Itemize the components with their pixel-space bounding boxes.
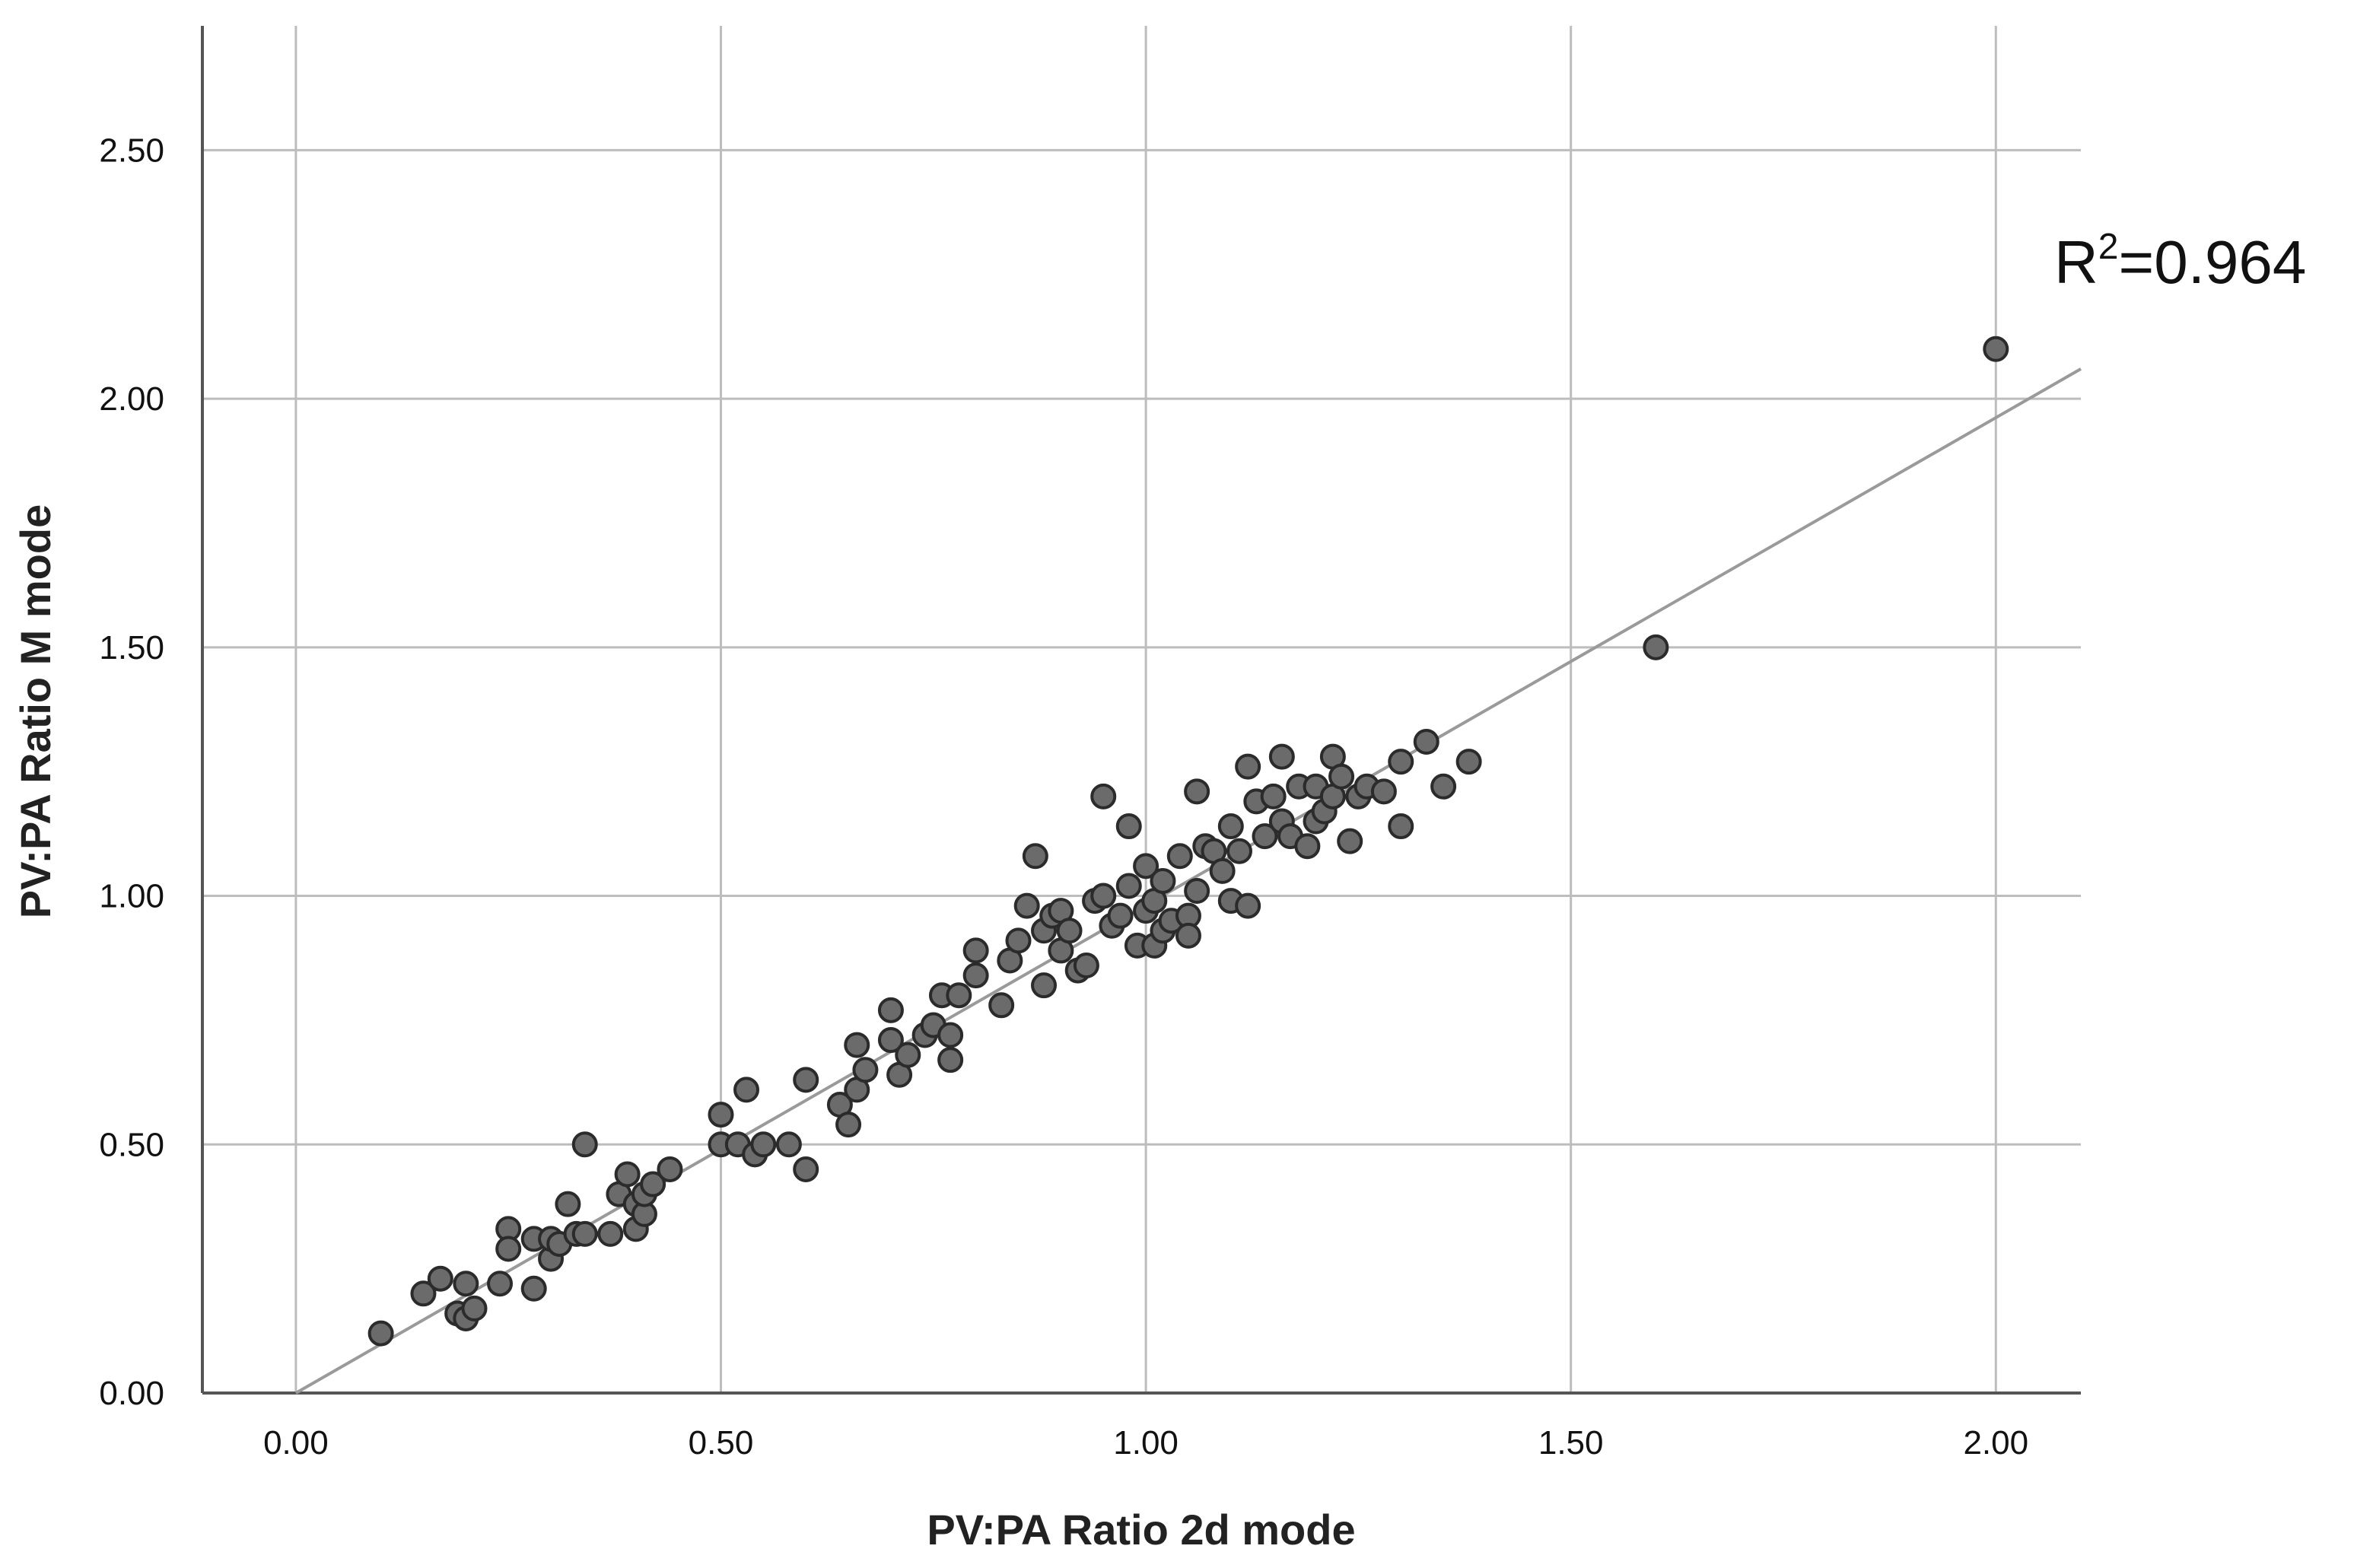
data-point	[708, 1102, 734, 1128]
data-point	[495, 1236, 522, 1262]
data-point	[962, 937, 989, 964]
data-point	[1370, 778, 1397, 805]
data-point	[1056, 918, 1083, 944]
data-point	[657, 1156, 683, 1182]
axes	[201, 26, 2081, 1395]
data-point	[750, 1131, 777, 1158]
data-point	[1430, 773, 1457, 800]
data-point	[1388, 749, 1414, 775]
y-tick-label: 2.50	[99, 132, 164, 169]
data-point	[946, 982, 972, 1009]
data-point	[877, 997, 904, 1023]
x-tick-label: 2.00	[1963, 1424, 2028, 1461]
x-tick-label: 1.50	[1538, 1424, 1604, 1461]
data-point	[1268, 743, 1295, 770]
data-point	[1294, 833, 1321, 860]
data-point	[733, 1077, 760, 1103]
data-point	[835, 1112, 862, 1138]
y-tick-label: 2.00	[99, 380, 164, 418]
data-point	[793, 1067, 819, 1093]
data-point	[1413, 728, 1439, 755]
r-squared-value: =0.964	[2118, 228, 2306, 296]
data-point	[487, 1271, 514, 1297]
data-point	[775, 1131, 802, 1158]
data-point	[640, 1171, 666, 1197]
y-tick-label: 0.50	[99, 1126, 164, 1163]
data-point	[520, 1275, 547, 1302]
fit-line-layer	[294, 367, 2082, 1395]
x-tick-label: 0.00	[263, 1424, 329, 1461]
data-point	[1337, 828, 1363, 854]
data-point	[1107, 902, 1134, 929]
data-point	[852, 1057, 879, 1083]
data-point	[1073, 953, 1099, 979]
data-point	[1217, 813, 1244, 840]
data-point	[1983, 336, 2009, 362]
data-point	[1209, 857, 1236, 884]
data-point	[1022, 843, 1048, 870]
data-point	[410, 1280, 437, 1307]
data-point	[1260, 783, 1287, 809]
data-point	[877, 1027, 904, 1054]
r-squared-superscript: 2	[2098, 227, 2119, 267]
regression-line	[294, 367, 2082, 1395]
data-point	[1090, 883, 1117, 909]
data-point	[1115, 813, 1142, 840]
data-point	[571, 1131, 598, 1158]
data-point	[1388, 813, 1414, 840]
data-point	[453, 1271, 479, 1297]
x-axis-title: PV:PA Ratio 2d mode	[927, 1506, 1355, 1554]
data-point	[937, 1047, 964, 1073]
data-point	[1235, 753, 1261, 780]
data-point	[1184, 778, 1210, 805]
data-point	[1133, 853, 1160, 879]
y-axis-title: PV:PA Ratio M mode	[11, 504, 59, 919]
data-point	[1005, 927, 1032, 954]
data-point	[367, 1320, 394, 1347]
data-point	[844, 1032, 870, 1058]
data-point	[614, 1161, 641, 1188]
data-point	[988, 992, 1015, 1019]
data-point	[1031, 972, 1058, 999]
data-point	[1115, 873, 1142, 899]
r-squared-base: R	[2054, 228, 2098, 296]
data-point	[1226, 838, 1252, 864]
x-tick-label: 0.50	[689, 1424, 754, 1461]
data-point	[1235, 892, 1261, 919]
data-point	[1175, 922, 1201, 949]
data-point	[1166, 843, 1193, 870]
y-tick-label: 1.00	[99, 878, 164, 915]
y-tick-label: 1.50	[99, 629, 164, 666]
gridlines	[202, 26, 2081, 1393]
data-point	[895, 1042, 921, 1068]
data-point	[1252, 823, 1278, 850]
data-point	[597, 1220, 624, 1247]
data-point	[1090, 783, 1117, 809]
data-point	[1150, 867, 1176, 894]
data-point	[793, 1156, 819, 1182]
r-squared-annotation: R2=0.964	[2054, 227, 2306, 296]
data-point	[962, 962, 989, 989]
data-points	[367, 336, 2009, 1347]
data-point	[571, 1220, 598, 1247]
data-point	[555, 1191, 581, 1217]
data-point	[1184, 878, 1210, 905]
data-point	[937, 1022, 964, 1048]
data-point	[1643, 634, 1669, 660]
data-point	[461, 1295, 488, 1322]
y-tick-label: 0.00	[99, 1375, 164, 1412]
data-point	[1328, 763, 1355, 790]
data-point	[1013, 892, 1040, 919]
data-point	[427, 1265, 453, 1292]
x-tick-label: 1.00	[1113, 1424, 1179, 1461]
tick-labels: 0.00 0.50 1.00 1.50 2.00 0.00 0.50 1.00 1.50 2.00…	[99, 132, 2028, 1461]
data-point	[1455, 749, 1482, 775]
